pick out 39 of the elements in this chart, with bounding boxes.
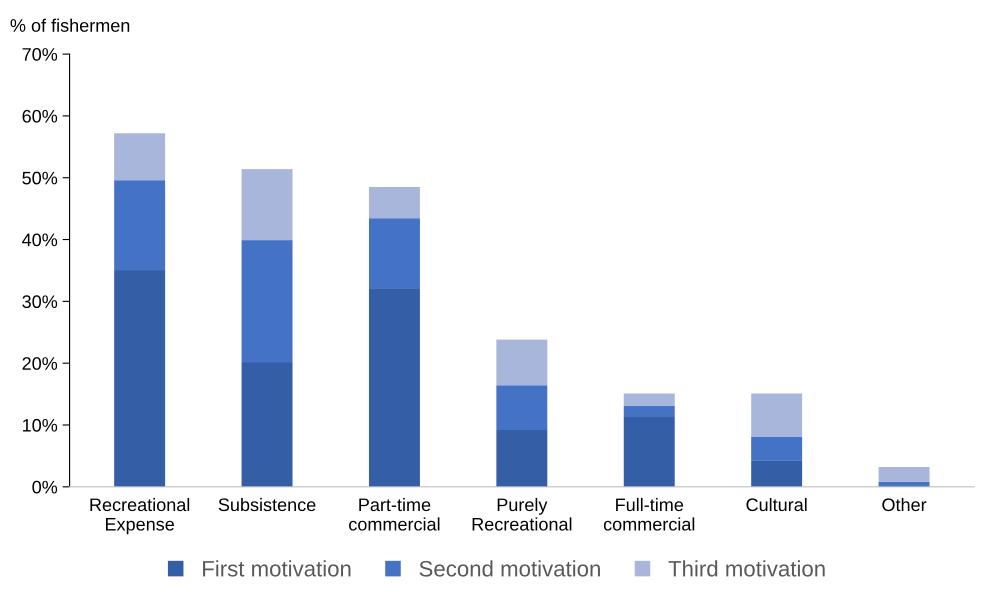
bar (114, 270, 166, 487)
x-tick-label: Part-time commercial (349, 498, 440, 531)
x-tick-label: Cultural (746, 498, 807, 512)
bar (114, 133, 166, 180)
y-tick-label: 10% (23, 418, 58, 432)
bar (242, 240, 293, 363)
legend-label: Second motivation (420, 560, 600, 577)
bar (368, 288, 420, 487)
legend-label: Third motivation (668, 560, 825, 577)
bar (368, 186, 420, 219)
bar (878, 482, 930, 486)
y-tick-label: 30% (22, 295, 58, 308)
bar (624, 393, 675, 406)
y-tick-label: 0% (32, 480, 58, 494)
bar (751, 460, 802, 487)
bar (496, 385, 548, 430)
x-tick-label: Purely Recreational (472, 498, 572, 531)
y-tick-label: 60% (22, 110, 58, 123)
bar (368, 218, 420, 288)
x-tick-label: Recreational Expense (90, 498, 190, 534)
y-tick-label: 70% (22, 48, 58, 61)
legend-label: First motivation (203, 560, 350, 577)
y-tick-label: 40% (22, 233, 58, 246)
bar (496, 340, 548, 386)
bar (624, 416, 675, 487)
bar (242, 169, 293, 240)
bar (114, 180, 166, 270)
bar (242, 362, 293, 487)
bar (751, 393, 802, 437)
bar (751, 436, 802, 461)
bar (878, 467, 930, 482)
x-tick-label: Other (882, 498, 926, 512)
y-tick-label: 50% (22, 172, 58, 184)
bar (624, 406, 675, 417)
x-tick-label: Full-time commercial (604, 498, 694, 531)
y-axis-title: % of fishermen (10, 18, 130, 32)
x-tick-label: Subsistence (218, 498, 316, 512)
y-tick-label: 20% (22, 357, 58, 370)
bar (496, 430, 548, 487)
